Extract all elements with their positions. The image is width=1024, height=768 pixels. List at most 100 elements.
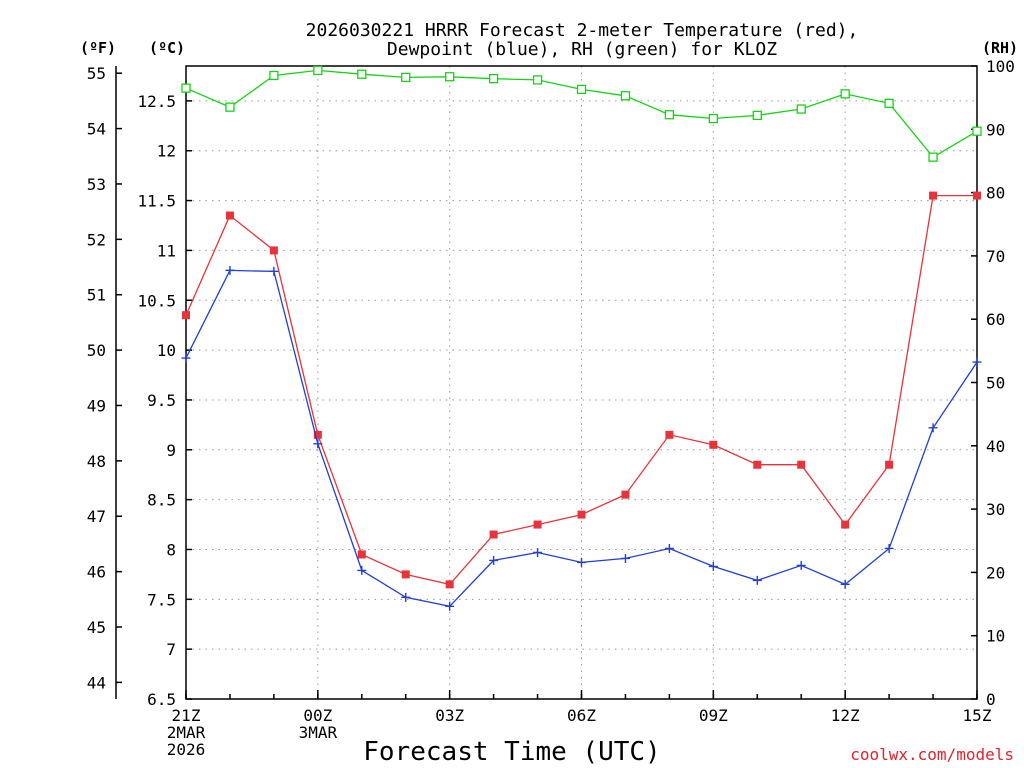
dewpoint-point: [445, 601, 455, 611]
dewpoint-point: [401, 592, 411, 602]
dewpoint-series: [181, 265, 982, 611]
dewpoint-point: [577, 557, 586, 567]
rh-point: [488, 74, 499, 84]
temperature-point: [225, 211, 234, 220]
rh-point: [972, 126, 982, 136]
fahrenheit-tick-label: 54: [87, 120, 106, 139]
fahrenheit-tick-label: 46: [87, 563, 106, 582]
dewpoint-point: [357, 565, 367, 575]
rh-tick-label: 80: [986, 184, 1005, 203]
x-tick-label: 3MAR: [299, 723, 338, 742]
temperature-point: [841, 520, 850, 529]
fahrenheit-unit-label: (ºF): [80, 39, 116, 57]
celsius-tick-label: 10.5: [137, 291, 176, 310]
x-tick-label: 2026: [167, 740, 206, 759]
rh-point: [796, 104, 806, 114]
rh-tick-label: 30: [986, 500, 1005, 519]
rh-series: [181, 65, 982, 162]
dewpoint-point: [664, 543, 674, 553]
chart-title-line-1: 2026030221 HRRR Forecast 2-meter Tempera…: [306, 20, 859, 41]
rh-point: [884, 98, 894, 108]
temperature-point: [533, 520, 542, 529]
rh-tick-label: 40: [986, 437, 1005, 456]
x-tick-label: 15Z: [963, 706, 992, 725]
rh-point: [708, 113, 718, 124]
dewpoint-point: [181, 353, 191, 363]
temperature-point: [489, 530, 498, 539]
rh-point: [401, 72, 411, 83]
dewpoint-point: [225, 265, 235, 275]
celsius-tick-label: 6.5: [147, 690, 176, 709]
chart-title-line-2: Dewpoint (blue), RH (green) for KLOZ: [387, 39, 777, 60]
rh-tick-label: 70: [986, 247, 1005, 266]
temperature-point: [665, 430, 674, 439]
x-tick-label: 09Z: [699, 706, 728, 725]
dewpoint-point: [313, 439, 323, 449]
rh-point: [445, 72, 455, 82]
temperature-point: [621, 490, 630, 499]
dewpoint-point: [269, 266, 279, 276]
data-series: [181, 65, 982, 611]
dewpoint-point: [972, 357, 982, 367]
celsius-tick-label: 12: [157, 142, 176, 161]
temperature-point: [929, 191, 938, 200]
temperature-point: [313, 430, 322, 439]
temperature-point: [885, 460, 894, 469]
dewpoint-point: [796, 560, 806, 570]
dewpoint-point: [708, 561, 718, 571]
tick-labels: 6.5 7 7.5 8 8.5 9 9.5 10 10.5 11 11.5 12 12.5 44 45 46 4…: [87, 57, 1015, 759]
temperature-point: [797, 460, 806, 469]
temperature-point: [973, 191, 981, 200]
celsius-tick-label: 9.5: [147, 391, 176, 410]
rh-tick-label: 100: [986, 57, 1015, 76]
rh-point: [752, 110, 762, 121]
rh-point: [269, 70, 279, 81]
temperature-point: [357, 550, 366, 559]
dewpoint-point: [620, 553, 630, 563]
rh-point: [313, 65, 323, 76]
temperature-point: [709, 440, 718, 449]
x-tick-label: 03Z: [435, 706, 464, 725]
celsius-tick-label: 11.5: [137, 192, 176, 211]
rh-tick-label: 20: [986, 563, 1005, 582]
fahrenheit-tick-label: 45: [87, 618, 106, 637]
fahrenheit-tick-label: 50: [87, 341, 106, 360]
rh-point: [181, 83, 191, 93]
rh-unit-label: (RH): [982, 39, 1018, 57]
fahrenheit-tick-label: 55: [87, 64, 106, 83]
rh-point: [928, 152, 938, 162]
fahrenheit-tick-label: 51: [87, 286, 106, 305]
dewpoint-point: [884, 543, 894, 553]
temperature-point: [401, 570, 410, 579]
x-tick-label: 2MAR: [167, 723, 206, 742]
rh-tick-label: 50: [986, 374, 1005, 393]
rh-tick-label: 60: [986, 310, 1005, 329]
celsius-tick-label: 8.5: [147, 491, 176, 510]
fahrenheit-tick-label: 47: [87, 507, 106, 526]
temperature-point: [269, 246, 278, 255]
rh-point: [664, 110, 675, 120]
axes: [115, 65, 978, 700]
temperature-series: [182, 191, 981, 589]
rh-point: [576, 84, 587, 95]
celsius-tick-label: 10: [157, 341, 176, 360]
fahrenheit-tick-label: 48: [87, 452, 106, 471]
celsius-tick-label: 12.5: [137, 92, 176, 111]
x-tick-label: 06Z: [567, 706, 596, 725]
dewpoint-point: [928, 423, 938, 433]
x-tick-label: 12Z: [831, 706, 860, 725]
x-tick-label: 00Z: [303, 706, 332, 725]
temperature-point: [445, 580, 454, 589]
fahrenheit-tick-label: 52: [87, 230, 106, 249]
fahrenheit-tick-label: 44: [87, 673, 106, 692]
celsius-tick-label: 7: [166, 640, 176, 659]
rh-point: [532, 75, 543, 85]
dewpoint-point: [840, 579, 850, 589]
fahrenheit-tick-label: 53: [87, 175, 106, 194]
rh-point: [840, 89, 850, 99]
dewpoint-point: [752, 575, 762, 585]
dewpoint-point: [533, 547, 543, 557]
celsius-tick-label: 9: [166, 441, 176, 460]
rh-point: [620, 91, 631, 101]
